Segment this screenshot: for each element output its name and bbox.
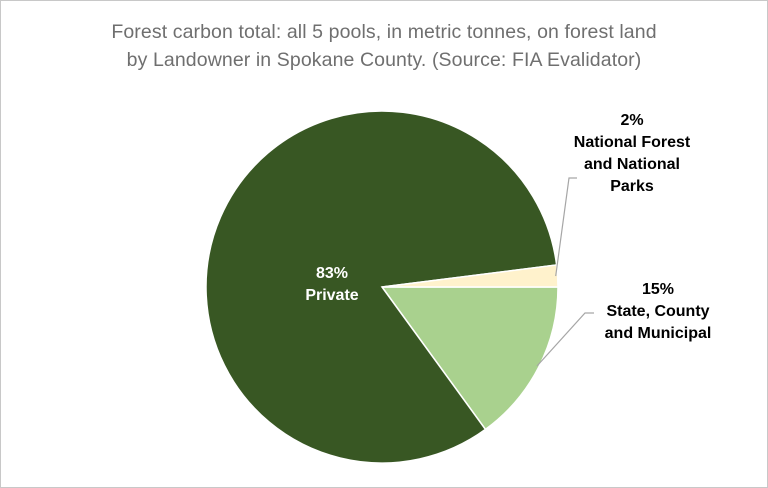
chart-title-line-1: Forest carbon total: all 5 pools, in met…	[111, 21, 657, 43]
data-label-private-percent: 83%	[315, 265, 349, 282]
data-label-national-forest-percent: 2%	[620, 112, 644, 129]
data-label-national-forest-line-3: Parks	[610, 178, 654, 195]
pie-slice-state-county	[380, 286, 559, 431]
data-label-national-forest-line-1: National Forest	[573, 134, 691, 151]
data-label-state-county-line-1: State, County	[606, 303, 710, 320]
data-label-private: 83% Private	[280, 263, 384, 307]
chart-title: Forest carbon total: all 5 pools, in met…	[0, 18, 768, 74]
leader-line-state-county	[536, 312, 594, 367]
data-label-state-county: 15% State, County and Municipal	[590, 279, 726, 345]
data-label-national-forest-line-2: and National	[583, 156, 680, 173]
pie-slice-private	[205, 110, 558, 464]
data-label-national-forest: 2% National Forest and National Parks	[562, 110, 702, 198]
data-label-state-county-percent: 15%	[641, 281, 675, 298]
leader-line-national-forest	[555, 177, 577, 277]
data-label-private-name: Private	[305, 287, 359, 304]
data-label-state-county-line-2: and Municipal	[604, 325, 712, 342]
chart-title-line-2: by Landowner in Spokane County. (Source:…	[126, 49, 642, 71]
